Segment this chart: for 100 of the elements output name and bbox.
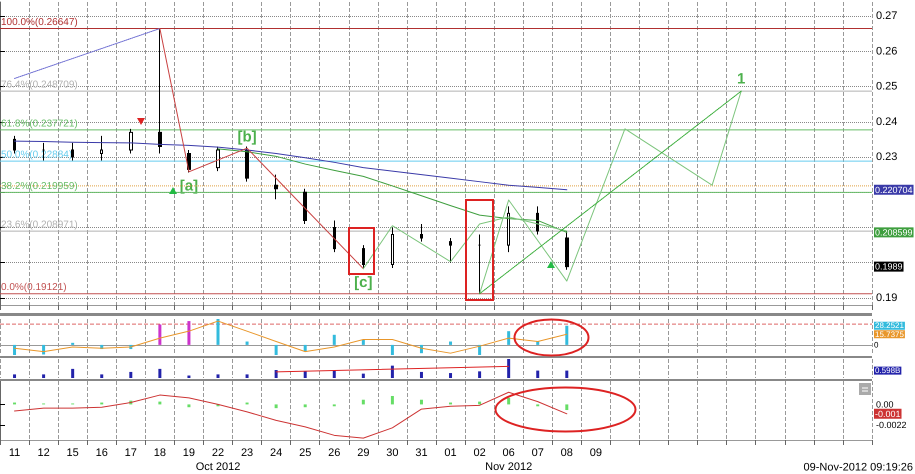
x-tick-label: 26 [328, 447, 340, 459]
bar [362, 374, 365, 378]
x-tick-label: 11 [8, 447, 20, 459]
candlestick [507, 206, 510, 253]
y-tick-label: 0.27 [876, 10, 898, 22]
text: 09-Nov-2012 09:19:26 [804, 462, 913, 474]
candlestick [565, 230, 569, 270]
bar [158, 402, 162, 404]
bar [13, 344, 16, 355]
x-tick-label: 25 [299, 447, 312, 459]
bar [13, 374, 16, 378]
candlestick [100, 135, 103, 162]
candlestick [391, 226, 394, 269]
bar [390, 344, 394, 355]
annotation: [b] [237, 128, 257, 146]
ref-line-label: 100.0%(0.26647) [1, 17, 78, 28]
x-tick-label: 17 [124, 447, 137, 459]
annotation: -0.001 [875, 408, 901, 419]
bar [420, 372, 423, 378]
bar [565, 326, 568, 345]
text: 0 [874, 340, 879, 350]
bar [449, 373, 452, 378]
x-tick-label: 24 [270, 447, 282, 459]
x-tick-label: 07 [532, 447, 544, 459]
bar [42, 374, 46, 378]
candlestick [303, 188, 307, 224]
y-tick-label: 0.26 [876, 45, 898, 58]
ref-line-label: 23.6%(0.208971) [1, 220, 78, 231]
x-tick-label: 08 [560, 447, 573, 459]
bar [507, 331, 510, 345]
bar [246, 342, 249, 345]
x-tick-label: 02 [473, 447, 486, 459]
bar [100, 374, 104, 378]
candlestick [245, 146, 249, 182]
y-tick-label: 0.19 [876, 292, 898, 304]
bar [158, 368, 162, 378]
bar [449, 342, 452, 345]
bar [274, 404, 278, 408]
x-tick-label: 31 [415, 447, 428, 459]
annotation: 1 [737, 70, 746, 88]
ref-line-label: 76.4%(0.248709) [1, 80, 78, 91]
bar [216, 319, 220, 345]
bar [274, 370, 278, 378]
x-tick-label: 30 [386, 447, 399, 459]
bar [332, 334, 336, 345]
x-tick-label: 29 [357, 447, 370, 459]
text: 28.2521 [875, 321, 904, 330]
bar [362, 339, 365, 345]
line-series [159, 28, 364, 270]
annotation: [a] [180, 177, 198, 194]
text: 0.208599 [875, 227, 913, 238]
bar [362, 400, 365, 404]
text: 0.220704 [875, 184, 913, 195]
text: 0.1989 [875, 262, 903, 272]
bar [536, 370, 540, 378]
bar [304, 371, 307, 378]
bar [390, 366, 394, 378]
candlestick [129, 128, 133, 154]
ref-line-label: 0.0%(0.19121) [1, 282, 67, 294]
annotation: [c] [354, 274, 373, 292]
bar [565, 370, 568, 378]
bar [507, 398, 510, 404]
y-tick-label: 0.24 [876, 116, 898, 128]
x-tick-label: 23 [240, 447, 254, 459]
candlestick [216, 146, 220, 172]
bar [478, 402, 482, 404]
bar [507, 359, 510, 378]
x-tick-label: 19 [182, 447, 196, 459]
bar [420, 400, 423, 404]
candlestick [449, 238, 452, 264]
candlestick [478, 234, 481, 294]
y-tick-label: 0.00 [876, 399, 894, 410]
x-tick-label: 06 Nov 2012 [485, 447, 532, 473]
ref-line-label: 61.8%(0.237721) [1, 118, 78, 130]
x-tick-label: 18 [154, 447, 166, 459]
candlestick [71, 142, 74, 162]
x-tick-label: 01 [444, 447, 457, 459]
ref-line-label: 38.2%(0.219959) [1, 180, 78, 192]
candlestick [158, 28, 162, 154]
y-tick-label: 0.23 [876, 151, 898, 164]
bar [71, 368, 74, 378]
y-tick-label: -0.0022 [876, 420, 907, 430]
line-series [14, 392, 568, 439]
candlestick [187, 149, 191, 174]
text: 15.7375 [875, 330, 904, 339]
bar [158, 324, 162, 345]
bar [390, 396, 394, 404]
bar [565, 404, 568, 410]
candlestick [420, 223, 423, 242]
x-tick-label: 16 [96, 447, 108, 459]
candlestick [362, 244, 365, 269]
bar [216, 374, 220, 378]
x-tick-label: 15 [66, 447, 79, 459]
x-tick-label: 22 Oct 2012 [196, 447, 240, 473]
bar [187, 321, 190, 345]
bar [478, 371, 482, 378]
bar [274, 344, 278, 355]
bar [332, 370, 336, 378]
candlestick [274, 174, 278, 200]
x-tick-label: 09 [590, 447, 602, 459]
